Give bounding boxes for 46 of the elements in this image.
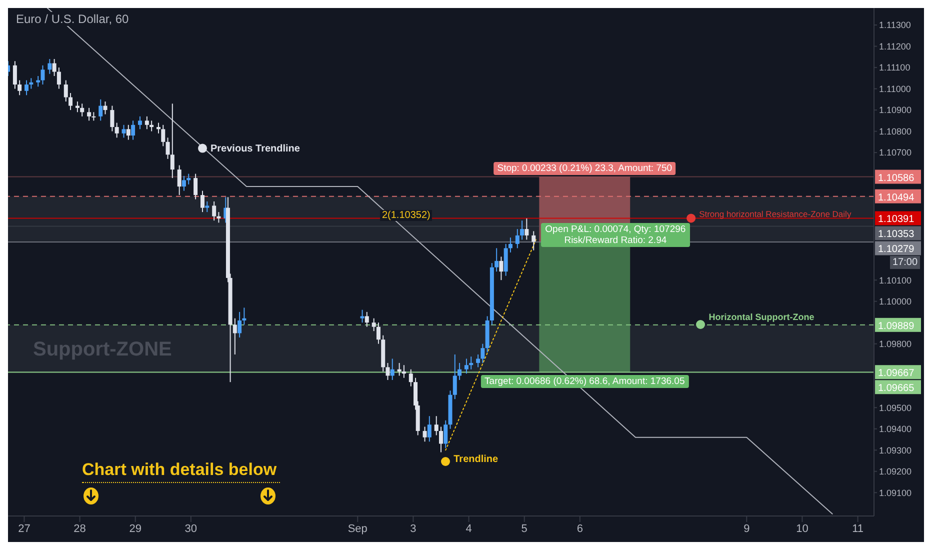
legend-label: 1.09665	[878, 383, 915, 394]
ref-line-label: 1.09667	[878, 368, 915, 380]
band-label: Target: 0.00686 (0.62%) 68.6, Amount: 1736.05	[480, 374, 689, 388]
y-tick-label: 1.09800	[879, 339, 912, 350]
text: 17:00	[890, 256, 920, 270]
x-tick-label: 28	[74, 522, 86, 535]
y-tick-label: 1.11100	[879, 62, 910, 73]
x-tick-label: 29	[129, 522, 142, 535]
x-tick-label: 11	[852, 522, 864, 535]
ref-line-label: 1.10586	[878, 172, 915, 184]
ref-line-label: 1.10353	[878, 229, 915, 240]
x-tick-label: 6	[576, 522, 583, 535]
annotation: Previous Trendline	[210, 143, 300, 154]
x-tick-label: 5	[521, 522, 528, 535]
y-tick-label: 1.10000	[879, 296, 912, 307]
y-tick-label: 1.10800	[879, 126, 912, 136]
x-tick-label: 9	[744, 522, 750, 535]
y-tick-label: 1.11000	[879, 84, 911, 94]
band-label: Stop: 0.00233 (0.21%) 23.3, Amount: 750	[493, 162, 676, 175]
annotation: Trendline	[454, 454, 498, 466]
y-tick-label: 1.09400	[879, 424, 912, 434]
annotation: Horizontal Support-Zone	[708, 312, 814, 322]
x-tick-label: 27	[18, 522, 30, 535]
y-tick-label: 1.09100	[879, 488, 912, 498]
chart-title: Euro / U.S. Dollar, 60	[14, 12, 131, 26]
ref-line-label: 1.10494	[878, 192, 915, 204]
y-tick-label: 1.10900	[879, 105, 912, 116]
ref-line-label: 1.10279	[878, 244, 915, 256]
y-tick-label: 1.09300	[879, 445, 912, 456]
annotation: Strong horizontal Resistance-Zone Daily	[699, 209, 852, 220]
y-tick-label: 1.10100	[879, 275, 912, 286]
annotation: Chart with details below	[82, 460, 280, 483]
y-tick-label: 1.10700	[879, 148, 912, 158]
x-tick-label: 30	[184, 522, 198, 535]
y-tick-label: 1.11200	[879, 41, 911, 52]
x-tick-label: 3	[410, 522, 416, 535]
annotation: Open P&L: 0.00074, Qty: 107296 Risk/Reward Ratio: 2.94	[541, 223, 690, 248]
y-tick-label: 1.09200	[879, 466, 912, 477]
ref-line-label: 1.10391	[878, 214, 915, 226]
annotation: 2(1.10352)	[380, 210, 432, 222]
x-tick-label: 4	[466, 522, 472, 535]
y-tick-label: 1.09500	[879, 402, 912, 413]
x-tick-label: 10	[796, 522, 808, 535]
y-tick-label: 1.11300	[879, 20, 911, 30]
x-tick-label: Sep	[348, 522, 368, 535]
ref-line-label: 1.09889	[878, 320, 915, 332]
